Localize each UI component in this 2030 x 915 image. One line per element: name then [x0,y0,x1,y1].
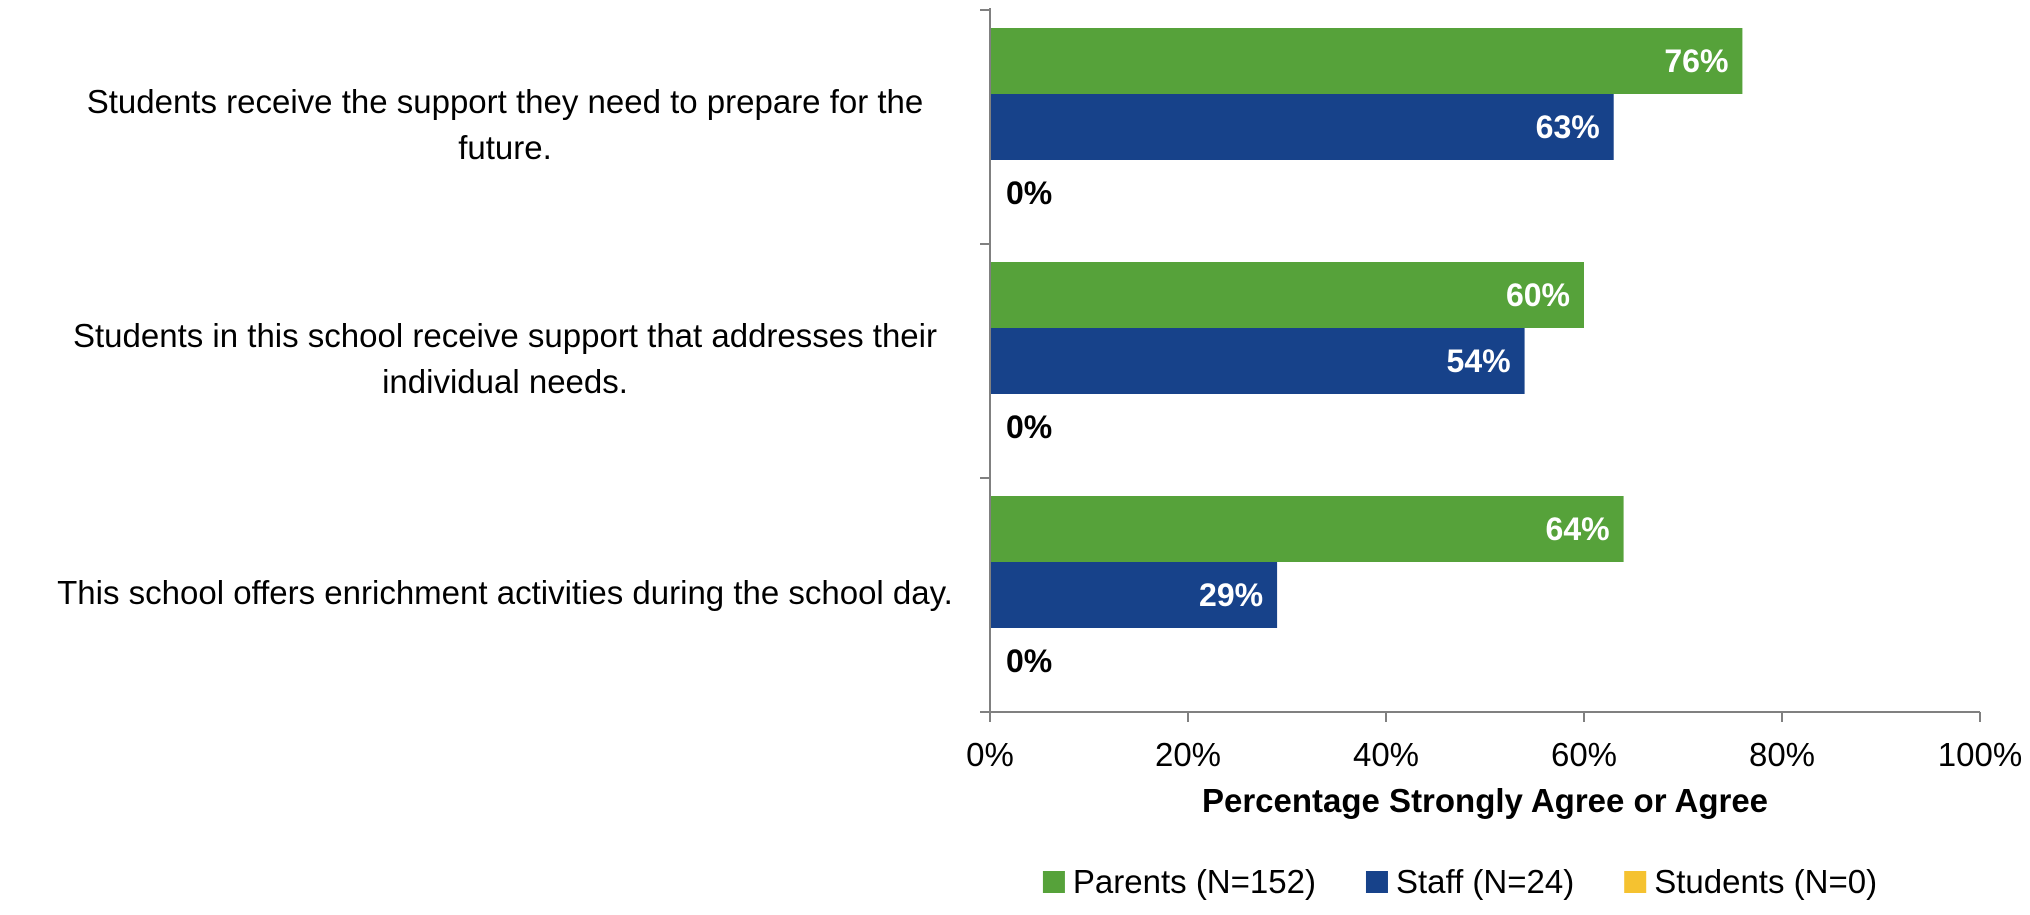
category-label-2-line-1: Students in this school receive support … [73,317,937,354]
x-tick-label-1: 0% [966,736,1014,773]
x-tick-label-3: 40% [1353,736,1419,773]
data-label-3-2: 29% [1199,577,1263,613]
bar-2-2 [990,328,1525,394]
legend-label-1: Parents (N=152) [1073,863,1316,900]
x-tick-label-5: 80% [1749,736,1815,773]
bar-2-1 [990,262,1584,328]
legend-label-2: Staff (N=24) [1396,863,1574,900]
x-tick-label-4: 60% [1551,736,1617,773]
bar-3-2 [990,562,1278,628]
category-label-2-line-2: individual needs. [382,363,628,400]
data-label-1-1: 76% [1664,43,1728,79]
category-label-1-line-2: future. [458,129,552,166]
bar-1-1 [990,28,1743,94]
legend-label-3: Students (N=0) [1654,863,1877,900]
bar-3-1 [990,496,1624,562]
legend-swatch-2 [1365,871,1388,893]
data-label-3-1: 64% [1546,511,1610,547]
data-label-2-3: 0% [1006,409,1052,445]
data-label-1-3: 0% [1006,175,1052,211]
data-label-2-2: 54% [1447,343,1511,379]
x-tick-label-2: 20% [1155,736,1221,773]
legend-swatch-1 [1042,871,1065,893]
legend: Parents (N=152) Staff (N=24) Students (N=0… [1042,863,1877,900]
category-label-3-line-1: This school offers enrichment activities… [57,574,953,611]
bar-1-2 [990,94,1614,160]
x-tick-label-6: 100% [1938,736,2022,773]
data-label-1-2: 63% [1536,109,1600,145]
x-axis-title: Percentage Strongly Agree or Agree [1202,782,1768,819]
legend-swatch-3 [1624,871,1647,893]
data-label-2-1: 60% [1506,277,1570,313]
category-label-1-line-1: Students receive the support they need t… [87,83,924,120]
data-label-3-3: 0% [1006,643,1052,679]
